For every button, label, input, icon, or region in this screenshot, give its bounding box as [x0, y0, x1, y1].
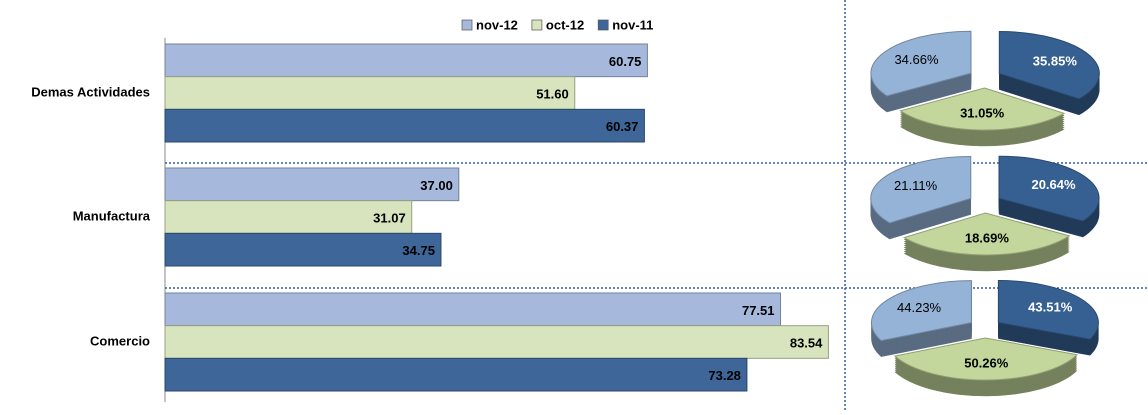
bar	[164, 232, 442, 267]
value-label: 35.85%	[1033, 53, 1078, 68]
pie-slice	[997, 280, 1099, 340]
value-label: 50.26%	[964, 355, 1009, 370]
y-tick-label: Comercio	[90, 333, 150, 348]
bar	[164, 167, 460, 202]
bar	[164, 108, 645, 143]
value-label: 60.75	[609, 54, 642, 69]
legend-swatch	[531, 19, 543, 31]
value-label: 34.66%	[894, 52, 939, 67]
bar	[164, 43, 648, 78]
legend-label: nov-12	[476, 17, 518, 32]
pie-slice	[899, 87, 1066, 131]
pie-slice	[870, 30, 972, 97]
bar	[164, 200, 413, 234]
value-label: 31.07	[373, 210, 406, 225]
value-label: 51.60	[536, 86, 569, 101]
value-label: 43.51%	[1028, 300, 1073, 315]
bar	[164, 357, 748, 392]
legend-swatch	[597, 19, 609, 31]
pie-slice	[902, 212, 1071, 256]
value-label: 83.54	[790, 335, 823, 350]
value-label: 73.28	[708, 368, 741, 383]
y-tick-label: Manufactura	[73, 208, 151, 223]
legend-label: oct-12	[546, 17, 584, 32]
legend-swatch	[461, 19, 473, 31]
pie-slice	[871, 280, 972, 342]
value-label: 31.05%	[960, 105, 1005, 120]
value-label: 18.69%	[965, 230, 1010, 245]
y-tick-label: Demas Actividades	[31, 84, 150, 99]
value-label: 34.75	[402, 243, 435, 258]
value-label: 21.11%	[894, 178, 938, 193]
bar	[164, 292, 782, 327]
value-label: 77.51	[742, 303, 775, 318]
value-label: 37.00	[420, 178, 453, 193]
pie-slice	[893, 337, 1079, 381]
bar	[164, 76, 576, 110]
bar	[164, 325, 829, 359]
value-label: 60.37	[606, 119, 639, 134]
legend-label: nov-11	[612, 17, 653, 32]
pie-slice	[998, 31, 1100, 100]
value-label: 20.64%	[1031, 177, 1076, 192]
value-label: 44.23%	[897, 300, 942, 315]
pie-slice	[998, 155, 1100, 222]
pie-slice	[870, 155, 972, 224]
